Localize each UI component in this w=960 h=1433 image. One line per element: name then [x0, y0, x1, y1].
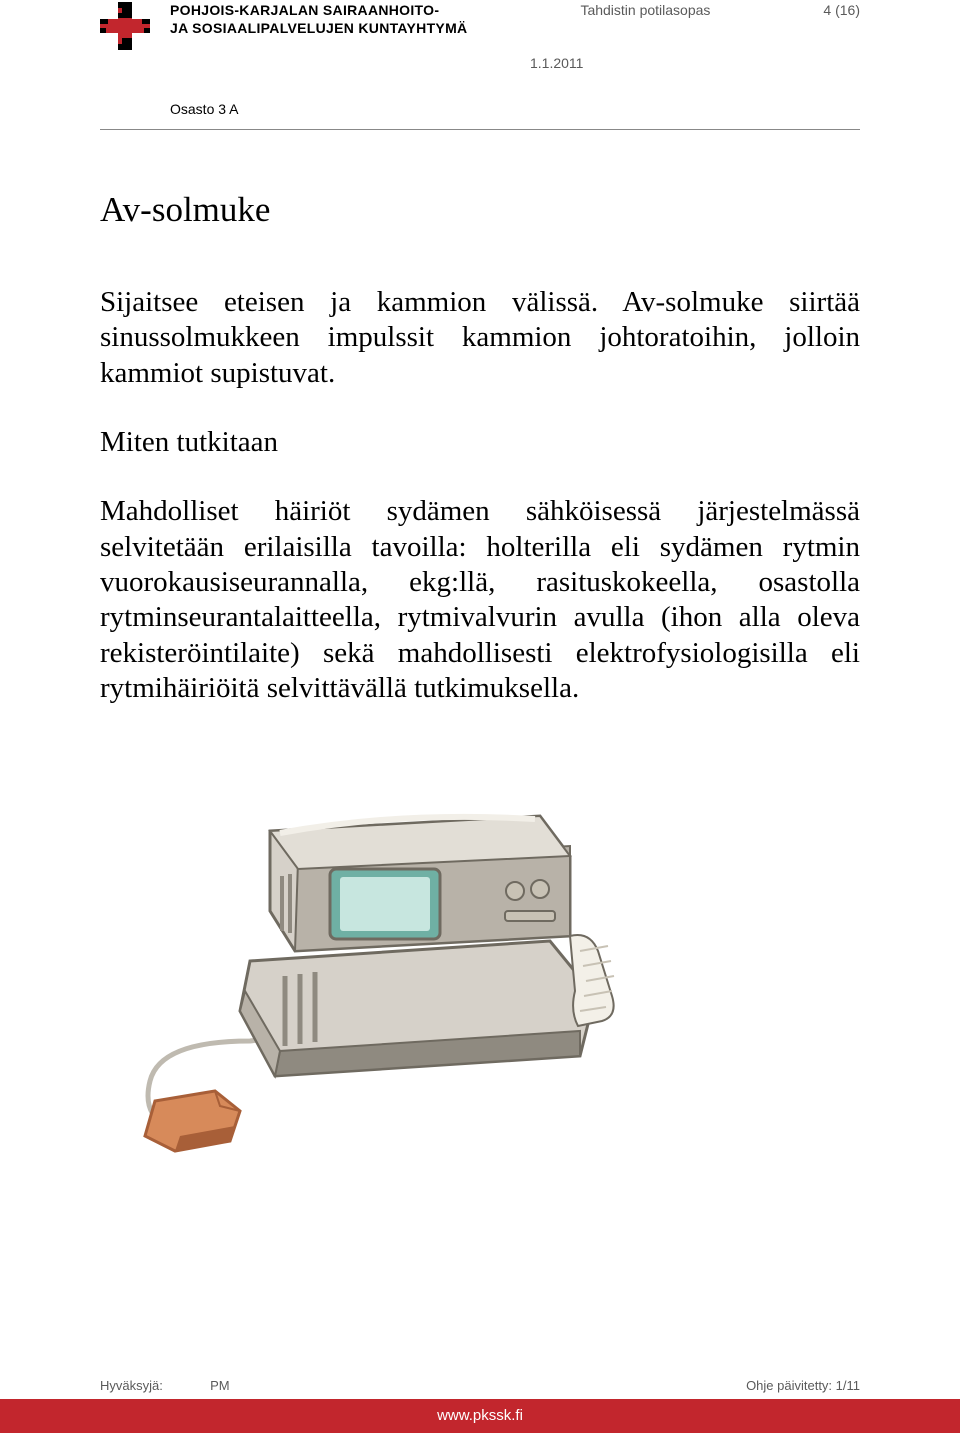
paragraph-1: Sijaitsee eteisen ja kammion välissä. Av… [100, 285, 860, 391]
doc-date: 1.1.2011 [530, 55, 860, 71]
page-container: POHJOIS-KARJALAN SAIRAANHOITO- JA SOSIAA… [0, 0, 960, 1161]
ekg-device-icon [120, 741, 620, 1161]
approved-label: Hyväksyjä: [100, 1378, 163, 1393]
footer: Hyväksyjä: PM Ohje päivitetty: 1/11 www.… [0, 1378, 960, 1433]
doc-title: Tahdistin potilasopas [580, 2, 710, 37]
footer-text-row: Hyväksyjä: PM Ohje päivitetty: 1/11 [0, 1378, 960, 1399]
footer-url: www.pkssk.fi [437, 1407, 523, 1424]
org-name: POHJOIS-KARJALAN SAIRAANHOITO- JA SOSIAA… [170, 2, 467, 37]
heading-avsolmuke: Av-solmuke [100, 190, 860, 230]
org-line-1: POHJOIS-KARJALAN SAIRAANHOITO- [170, 2, 467, 20]
ekg-device-illustration [120, 741, 620, 1161]
cross-logo-icon [100, 2, 150, 62]
header: POHJOIS-KARJALAN SAIRAANHOITO- JA SOSIAA… [100, 0, 860, 117]
org-line-2: JA SOSIAALIPALVELUJEN KUNTAYHTYMÄ [170, 20, 467, 38]
department: Osasto 3 A [170, 101, 860, 117]
footer-approved: Hyväksyjä: PM [100, 1378, 230, 1393]
paragraph-2: Mahdolliset häiriöt sydämen sähköisessä … [100, 494, 860, 706]
header-text-block: POHJOIS-KARJALAN SAIRAANHOITO- JA SOSIAA… [170, 2, 860, 117]
logo-wrap [100, 2, 170, 67]
page-indicator: 4 (16) [823, 2, 860, 37]
footer-bar: www.pkssk.fi [0, 1399, 960, 1433]
content-body: Av-solmuke Sijaitsee eteisen ja kammion … [100, 130, 860, 1161]
footer-updated: Ohje päivitetty: 1/11 [746, 1378, 860, 1393]
heading-miten-tutkitaan: Miten tutkitaan [100, 426, 860, 459]
approved-value: PM [210, 1378, 230, 1393]
